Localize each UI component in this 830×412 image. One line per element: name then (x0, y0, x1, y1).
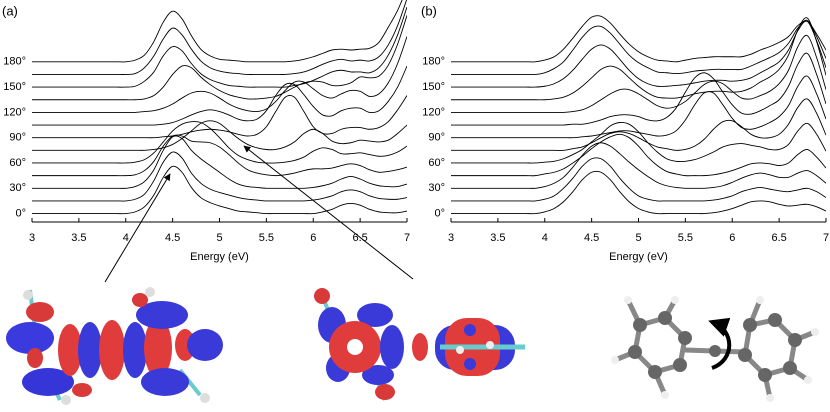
x-tick-label: 4.5 (584, 232, 599, 244)
y-tick-label: 180° (422, 56, 445, 68)
y-tick-label: 90° (9, 132, 26, 144)
spectrum-line (32, 94, 407, 139)
spectrum-line (451, 133, 826, 177)
spectrum-line (32, 36, 407, 113)
x-tick-label: 5 (216, 232, 222, 244)
y-tick-label: 60° (428, 157, 445, 169)
x-tick-label: 7 (823, 232, 829, 244)
molecule-render (611, 296, 819, 402)
x-tick-label: 4.5 (165, 232, 180, 244)
spectrum-line (451, 52, 826, 126)
annotation-arrow (104, 173, 171, 283)
panel-label: (b) (421, 3, 437, 18)
spectrum-line (451, 75, 826, 139)
spectrum-line (32, 120, 407, 151)
x-tick-label: 4 (542, 232, 548, 244)
x-tick-label: 5.5 (259, 232, 274, 244)
spectrum-line (451, 34, 826, 113)
curves (32, 0, 407, 215)
x-tick-label: 7 (404, 232, 410, 244)
annotation-arrow (243, 145, 414, 280)
x-tick-label: 6 (729, 232, 735, 244)
x-tick-label: 6.5 (352, 232, 367, 244)
panel-label: (a) (2, 3, 18, 18)
spectrum-line (32, 121, 407, 164)
spectrum-line (451, 17, 826, 101)
y-tick-label: 120° (422, 106, 445, 118)
x-tick-label: 3.5 (490, 232, 505, 244)
x-tick-label: 5.5 (678, 232, 693, 244)
spectrum-line (32, 165, 407, 215)
x-axis-label: Energy (eV) (609, 251, 668, 263)
spectrum-line (451, 98, 826, 151)
spectrum-line (451, 19, 826, 76)
x-tick-label: 6 (310, 232, 316, 244)
x-axis-label: Energy (eV) (190, 251, 249, 263)
spectrum-line (451, 170, 826, 215)
y-tick-label: 90° (428, 132, 445, 144)
spectrum-line (32, 6, 407, 88)
x-tick-label: 3.5 (71, 232, 86, 244)
spectrum-line (451, 121, 826, 164)
y-tick-label: 30° (9, 182, 26, 194)
spectrum-line (32, 0, 403, 63)
y-tick-label: 120° (3, 106, 26, 118)
spectrum-line (32, 134, 407, 177)
y-tick-label: 60° (9, 157, 26, 169)
y-tick-label: 180° (3, 56, 26, 68)
y-tick-label: 0° (15, 207, 26, 219)
spectrum-line (451, 157, 826, 202)
x-tick-label: 6.5 (771, 232, 786, 244)
spectrum-line (32, 15, 407, 101)
x-tick-label: 3 (29, 232, 35, 244)
x-tick-label: 5 (635, 232, 641, 244)
x-tick-label: 4 (123, 232, 129, 244)
curves (451, 15, 826, 215)
spectrum-line (451, 142, 826, 189)
spectrum-line (32, 151, 407, 202)
spectrum-line (32, 135, 407, 189)
y-tick-label: 0° (434, 207, 445, 219)
orbital-render-left (6, 287, 223, 405)
y-tick-label: 150° (3, 81, 26, 93)
orbital-render-middle (314, 288, 525, 401)
x-tick-label: 3 (448, 232, 454, 244)
y-tick-label: 150° (422, 81, 445, 93)
spectrum-line (32, 0, 407, 75)
spectrum-line (451, 15, 826, 63)
spectrum-line (32, 65, 407, 126)
y-tick-label: 30° (428, 182, 445, 194)
spectrum-line (451, 20, 826, 88)
